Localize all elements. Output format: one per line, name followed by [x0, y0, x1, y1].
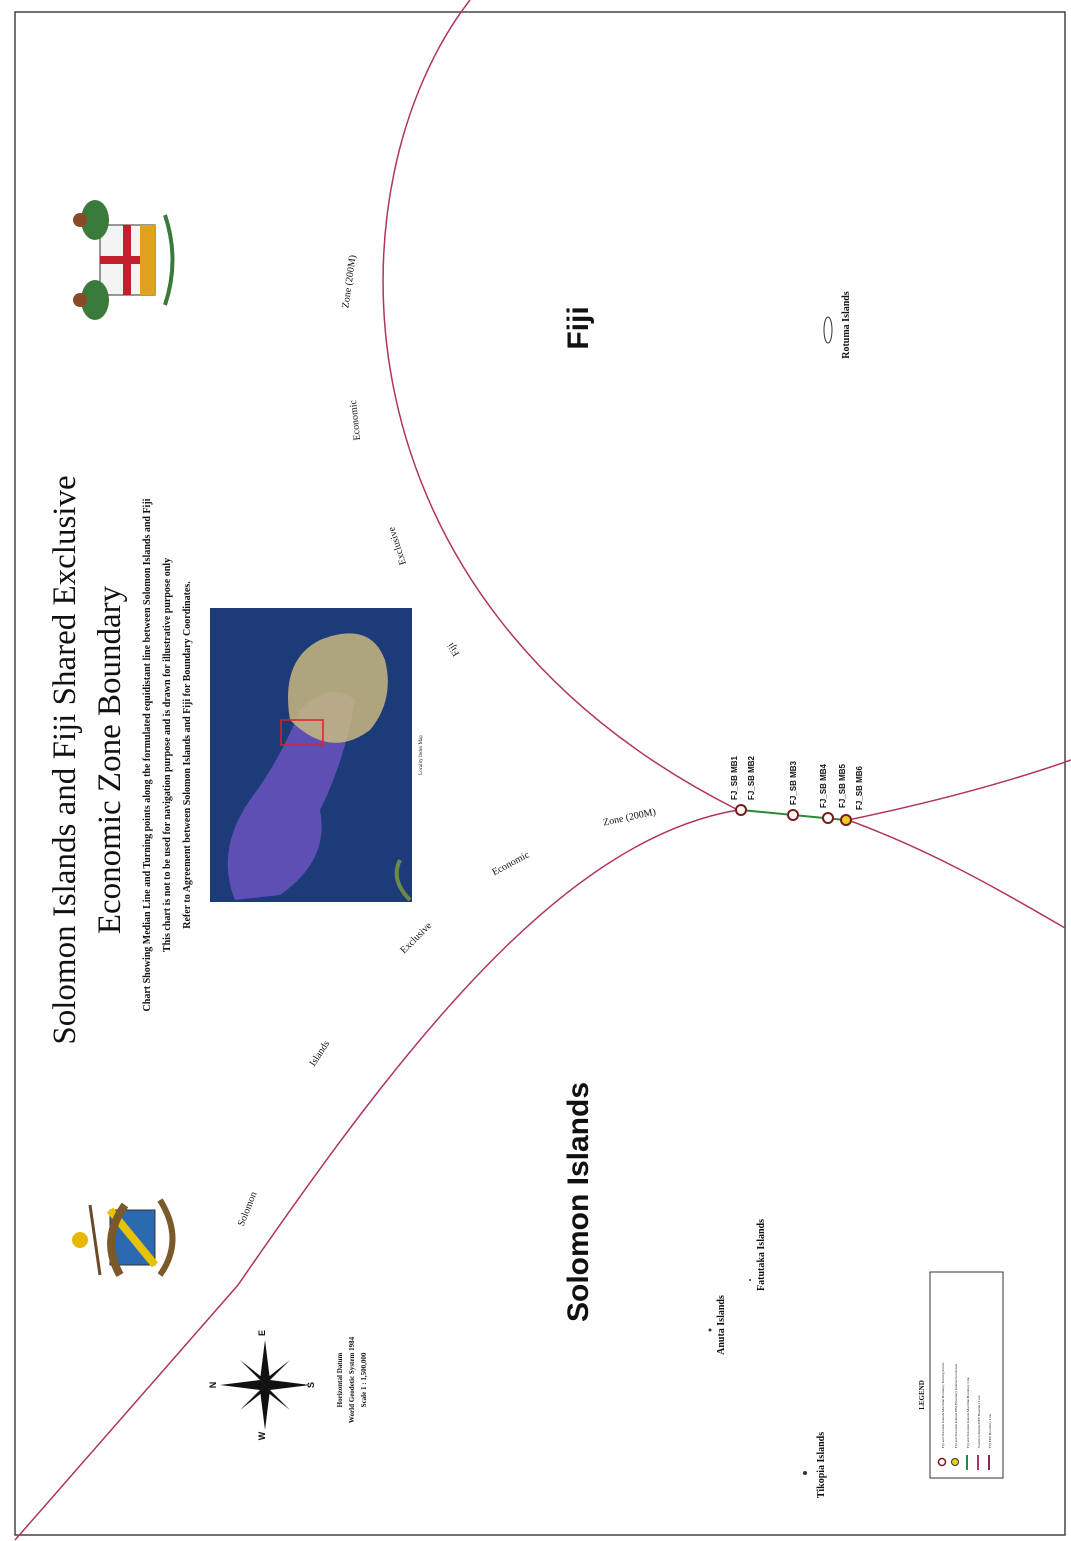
- compass-label: S: [306, 1382, 316, 1388]
- inset-label: Locality Index Map: [419, 735, 424, 775]
- legend-item: Solomon Islands EEZ Boundary Line: [977, 1395, 981, 1448]
- compass-label: W: [257, 1431, 267, 1440]
- fiji-eez-line: [847, 759, 1071, 821]
- compass-label: N: [208, 1382, 218, 1389]
- compass-rose: [220, 1340, 310, 1430]
- fiji-eez-line: [382, 0, 739, 811]
- boundary-label: Economic: [348, 399, 363, 441]
- island-shape: [708, 1328, 712, 1332]
- title: Solomon Islands and Fiji Shared Exclusiv…: [47, 475, 83, 1044]
- note: This chart is not to be used for navigat…: [162, 558, 173, 952]
- solomon-coat-of-arms: [72, 1198, 176, 1277]
- island-shape: [823, 316, 833, 344]
- region-label: Fiji: [562, 306, 595, 349]
- turning-point-label: FJ_SB MB4: [819, 763, 828, 808]
- region-label: Solomon Islands: [562, 1082, 595, 1322]
- marker: [840, 814, 852, 826]
- legend-item: Fiji EEZ Boundary Line: [988, 1413, 992, 1448]
- turning-point-markers: [735, 804, 852, 826]
- turning-point-label: FJ_SB MB2: [747, 755, 756, 800]
- legend-title: LEGEND: [918, 1380, 926, 1410]
- island-label: Tikopia Islands: [816, 1432, 827, 1498]
- compass-label: E: [257, 1330, 267, 1336]
- note: Chart Showing Median Line and Turning po…: [142, 498, 153, 1011]
- datum-text: Scale 1 : 1,500,000: [360, 1352, 368, 1407]
- legend-symbol: [951, 1458, 959, 1466]
- frame: [14, 11, 1066, 1536]
- solomon-eez-line: [14, 809, 739, 1541]
- solomon-eez-line: [847, 819, 1066, 929]
- legend-symbol: [937, 1457, 947, 1467]
- island-shape: [749, 1279, 751, 1281]
- turning-point-label: FJ_SB MB6: [855, 765, 864, 810]
- note: Refer to Agreement between Solomon Islan…: [182, 581, 193, 929]
- datum-text: World Geodetic System 1984: [348, 1336, 356, 1423]
- marker: [822, 812, 834, 824]
- marker: [735, 804, 747, 816]
- turning-point-label: FJ_SB MB3: [789, 760, 798, 805]
- island-label: Anuta Islands: [716, 1295, 727, 1355]
- legend-item: Fiji and Solomon Islands Maritime Bounda…: [941, 1362, 945, 1448]
- legend-item: Fiji and Solomon Islands Maritime Bounda…: [966, 1377, 970, 1448]
- island-shape: [803, 1471, 807, 1475]
- turning-point-label: FJ_SB MB1: [730, 755, 739, 800]
- title: Economic Zone Boundary: [92, 585, 128, 934]
- marker: [787, 809, 799, 821]
- datum-text: Horizontal Datum: [336, 1353, 344, 1408]
- island-label: Fatutaka Islands: [756, 1219, 767, 1291]
- turning-point-label: FJ_SB MB5: [838, 763, 847, 808]
- legend-item: Fiji and Solomon Islands EEZ Boundary In…: [954, 1363, 958, 1448]
- fiji-coat-of-arms: [73, 200, 175, 320]
- island-label: Rotuma Islands: [841, 291, 852, 359]
- legend-box: [929, 1271, 1004, 1479]
- inset-map: [210, 608, 412, 902]
